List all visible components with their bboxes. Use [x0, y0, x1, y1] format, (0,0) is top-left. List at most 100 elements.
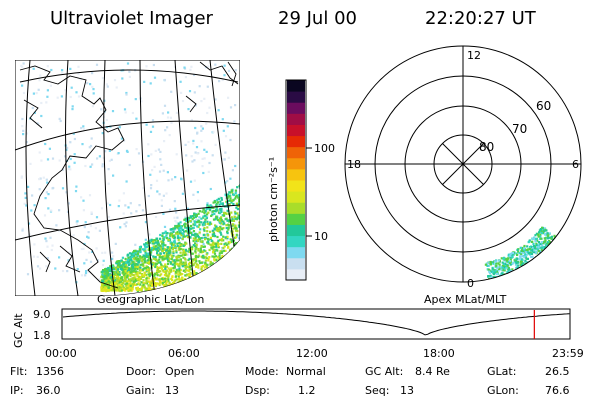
- emission-pixel: [224, 151, 227, 154]
- emission-pixel: [229, 138, 232, 142]
- emission-pixel: [175, 278, 178, 281]
- colorbar-cell: [287, 235, 305, 248]
- emission-pixel: [162, 237, 165, 240]
- emission-pixel: [193, 284, 196, 287]
- emission-pixel: [175, 153, 178, 156]
- emission-pixel: [195, 272, 198, 275]
- emission-pixel: [201, 287, 204, 290]
- emission-pixel: [144, 251, 147, 254]
- emission-pixel: [106, 270, 109, 273]
- emission-pixel: [207, 211, 210, 214]
- emission-pixel: [153, 242, 156, 245]
- emission-pixel: [126, 272, 129, 275]
- emission-pixel: [130, 289, 133, 292]
- emission-pixel: [160, 264, 163, 267]
- emission-pixel: [495, 265, 498, 268]
- emission-pixel: [194, 220, 197, 224]
- emission-pixel: [227, 195, 230, 198]
- emission-pixel: [228, 241, 231, 244]
- emission-pixel: [110, 277, 113, 280]
- emission-pixel: [217, 262, 220, 265]
- emission-pixel: [122, 192, 125, 195]
- emission-pixel: [199, 289, 203, 292]
- emission-pixel: [129, 255, 132, 258]
- emission-pixel: [186, 280, 189, 284]
- emission-pixel: [192, 142, 195, 145]
- emission-pixel: [125, 91, 128, 95]
- emission-pixel: [176, 226, 179, 229]
- emission-pixel: [230, 251, 234, 254]
- emission-pixel: [218, 258, 221, 261]
- emission-pixel: [149, 259, 152, 262]
- emission-pixel: [545, 236, 548, 239]
- emission-pixel: [146, 261, 149, 265]
- emission-pixel: [110, 274, 113, 277]
- emission-pixel: [38, 151, 41, 154]
- emission-pixel: [180, 91, 183, 94]
- emission-pixel: [509, 256, 512, 259]
- emission-pixel: [175, 285, 178, 288]
- emission-pixel: [122, 287, 125, 291]
- emission-pixel: [511, 262, 514, 266]
- emission-pixel: [198, 216, 201, 219]
- emission-pixel: [206, 274, 209, 277]
- emission-pixel: [195, 278, 198, 281]
- emission-pixel: [182, 261, 185, 264]
- emission-pixel: [110, 276, 113, 279]
- emission-pixel: [222, 214, 225, 217]
- emission-pixel: [214, 98, 217, 101]
- emission-pixel: [199, 273, 202, 276]
- emission-pixel: [525, 265, 528, 268]
- emission-pixel: [238, 270, 240, 273]
- emission-pixel: [234, 217, 237, 220]
- emission-pixel: [156, 190, 159, 193]
- emission-pixel: [234, 236, 238, 239]
- emission-pixel: [197, 236, 200, 239]
- emission-pixel: [152, 275, 155, 278]
- emission-pixel: [172, 282, 175, 285]
- emission-pixel: [23, 202, 26, 205]
- emission-pixel: [220, 284, 223, 287]
- emission-pixel: [135, 210, 138, 213]
- emission-pixel: [148, 262, 151, 265]
- geographic-map: [15, 60, 240, 296]
- emission-pixel: [227, 199, 230, 202]
- emission-pixel: [46, 158, 50, 161]
- emission-pixel: [238, 237, 240, 240]
- emission-pixel: [45, 178, 48, 181]
- emission-pixel: [206, 279, 209, 282]
- emission-pixel: [189, 180, 193, 183]
- emission-pixel: [36, 122, 39, 125]
- emission-pixel: [540, 241, 543, 244]
- emission-pixel: [80, 274, 84, 277]
- emission-pixel: [203, 249, 206, 252]
- emission-pixel: [186, 279, 189, 282]
- emission-pixel: [172, 250, 175, 253]
- emission-pixel: [166, 246, 169, 249]
- emission-pixel: [134, 253, 137, 256]
- emission-pixel: [45, 265, 48, 268]
- emission-pixel: [49, 84, 52, 87]
- emission-pixel: [102, 288, 105, 291]
- emission-pixel: [224, 193, 227, 196]
- emission-pixel: [226, 235, 229, 238]
- emission-pixel: [178, 232, 181, 235]
- emission-pixel: [231, 255, 234, 258]
- emission-pixel: [180, 281, 183, 285]
- emission-pixel: [125, 93, 128, 96]
- emission-pixel: [173, 287, 176, 290]
- emission-pixel: [39, 74, 42, 77]
- glon-value: 76.6: [545, 384, 570, 397]
- emission-pixel: [551, 243, 554, 246]
- emission-pixel: [165, 252, 168, 255]
- emission-pixel: [91, 250, 94, 253]
- emission-pixel: [184, 217, 187, 220]
- emission-pixel: [170, 277, 173, 280]
- emission-pixel: [20, 64, 23, 67]
- emission-pixel: [175, 221, 178, 224]
- emission-pixel: [233, 273, 237, 276]
- emission-pixel: [214, 286, 217, 289]
- emission-pixel: [514, 263, 518, 266]
- emission-pixel: [128, 252, 132, 255]
- emission-pixel: [531, 261, 534, 264]
